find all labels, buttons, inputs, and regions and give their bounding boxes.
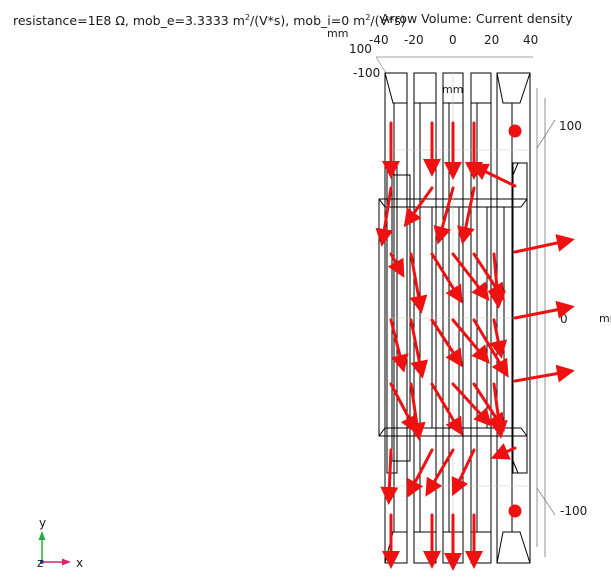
svg-text:100: 100: [559, 119, 582, 133]
triad-x-label: x: [76, 556, 83, 570]
triad-z-label: z: [37, 556, 43, 570]
arrow: [513, 300, 575, 320]
arrow: [457, 186, 476, 245]
arrow: [472, 382, 505, 432]
arrow: [513, 364, 575, 383]
arrow-point: [508, 504, 522, 518]
arrow-point: [508, 124, 522, 138]
svg-text:mm: mm: [599, 312, 611, 325]
arrow: [513, 234, 575, 254]
current-density-arrows: [375, 121, 575, 571]
arrow: [451, 252, 490, 302]
axis-unit-mm-left: mm: [327, 27, 348, 40]
arrow: [488, 252, 507, 309]
arrow: [451, 448, 476, 497]
arrow: [489, 318, 508, 359]
coordinate-triad: y x z: [37, 516, 83, 570]
arrow: [425, 448, 455, 497]
arrow: [387, 252, 405, 278]
arrow: [409, 318, 429, 379]
arrow: [469, 163, 517, 188]
svg-text:40: 40: [523, 33, 538, 47]
arrow: [430, 318, 463, 368]
top-axis-ticks: -40 -20 0 20 40 100 -100: [349, 33, 538, 80]
svg-text:-100: -100: [560, 504, 587, 518]
arrow: [406, 448, 434, 498]
svg-text:-100: -100: [353, 66, 380, 80]
arrow: [380, 448, 399, 505]
arrow: [490, 443, 517, 460]
triad-y-label: y: [39, 516, 46, 530]
arrow: [451, 382, 493, 427]
arrow: [489, 382, 508, 439]
svg-text:-20: -20: [404, 33, 424, 47]
arrow: [375, 186, 394, 247]
arrow: [430, 382, 463, 436]
arrow: [407, 382, 426, 441]
arrow: [472, 318, 509, 378]
arrow: [430, 252, 463, 304]
plot-parameters-title: resistance=1E8 Ω, mob_e=3.3333 m2/(V*s),…: [13, 13, 406, 29]
svg-text:-40: -40: [369, 33, 389, 47]
svg-text:0: 0: [449, 33, 457, 47]
arrow: [389, 318, 409, 373]
arrow: [403, 186, 434, 228]
arrow: [433, 186, 455, 245]
arrow: [409, 252, 428, 314]
plot-type-title: Arrow Volume: Current density: [381, 11, 573, 26]
right-axis: 100 0 -100 mm: [536, 88, 611, 557]
arrow: [389, 382, 418, 434]
svg-text:0: 0: [560, 312, 568, 326]
svg-text:100: 100: [349, 42, 372, 56]
grid-lines: [387, 73, 530, 563]
svg-text:20: 20: [484, 33, 499, 47]
arrow: [451, 318, 490, 364]
